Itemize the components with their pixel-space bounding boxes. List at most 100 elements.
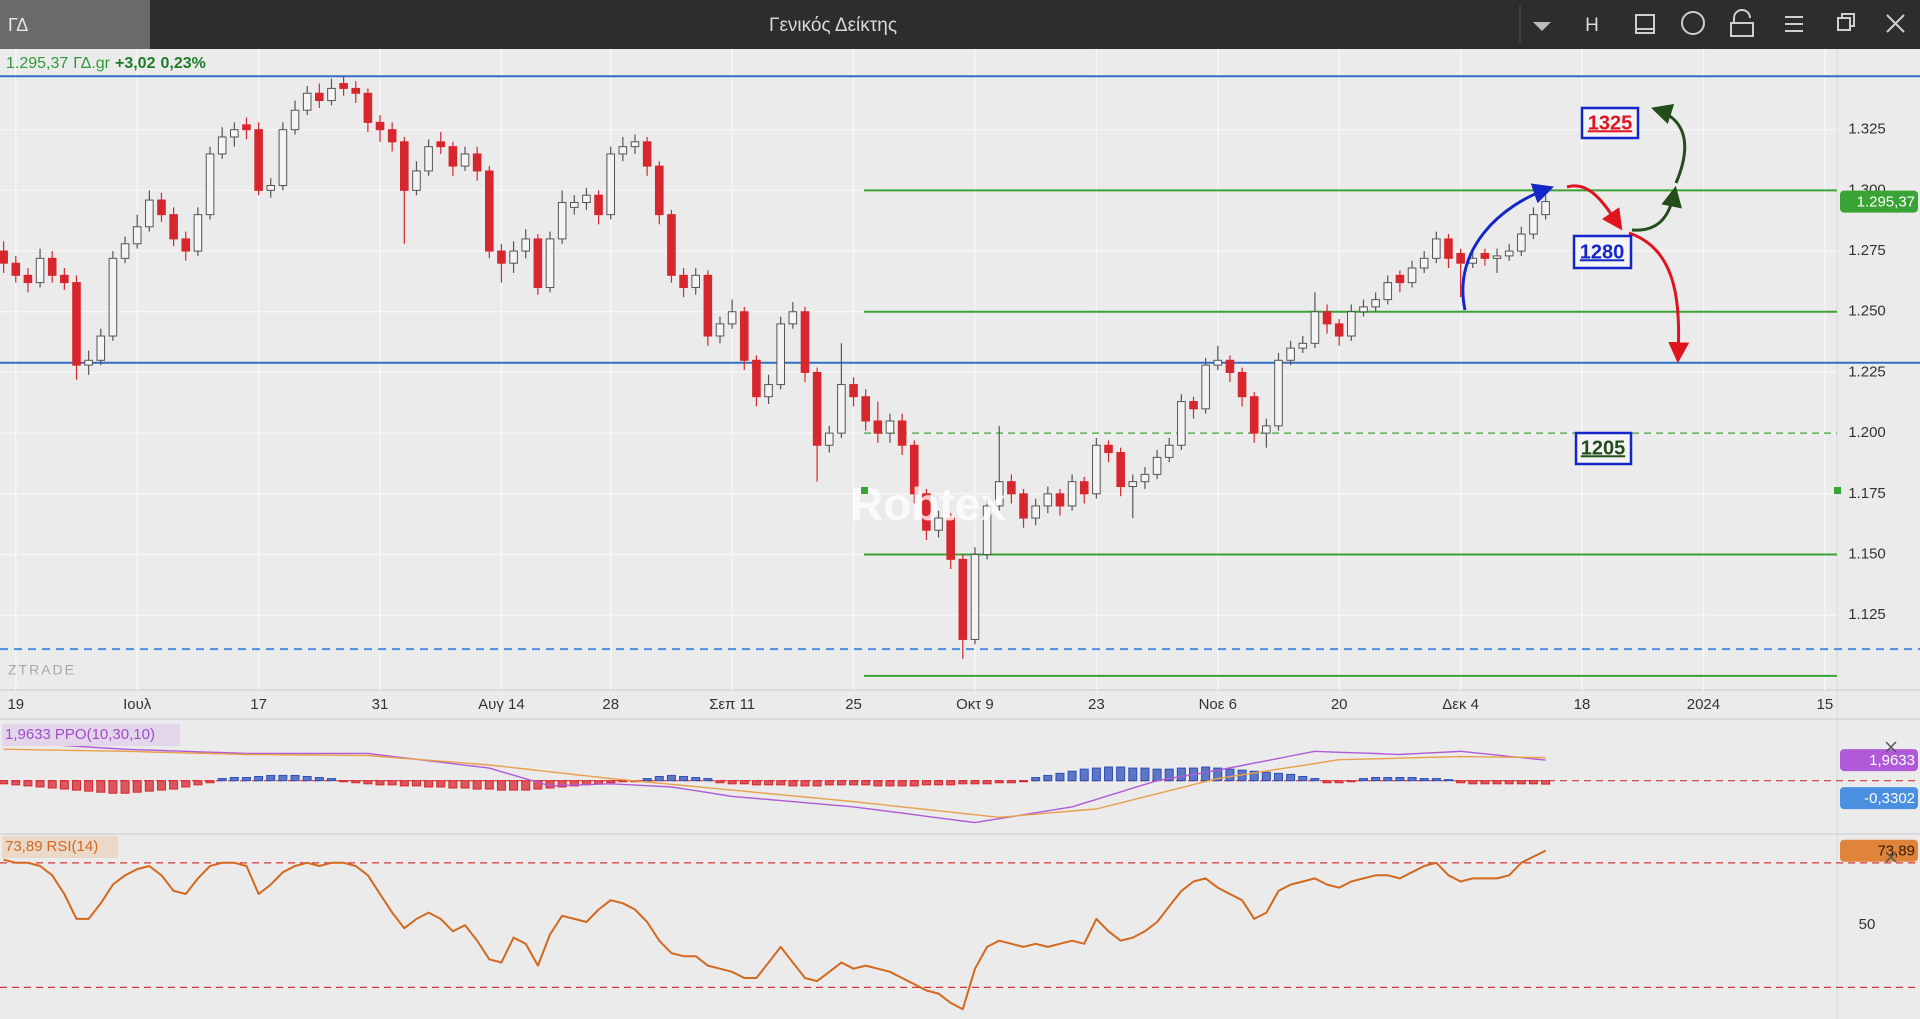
candle-body [752, 359, 761, 398]
histogram-bar [1407, 777, 1417, 782]
candle-body [667, 214, 676, 276]
histogram-bar [1273, 772, 1283, 782]
histogram-bar [351, 780, 361, 784]
candle-body [266, 185, 276, 191]
value-tag [1840, 749, 1918, 772]
histogram-bar [1431, 778, 1441, 782]
y-tick-label: 1.225 [1848, 363, 1886, 380]
histogram-bar [108, 780, 118, 794]
histogram-bar [1055, 772, 1065, 782]
close-indicator[interactable] [1885, 851, 1897, 863]
restore-icon[interactable] [1837, 13, 1855, 31]
candle-body [96, 335, 106, 361]
quote-change-pct: 0,23% [160, 55, 205, 72]
candle-body [594, 194, 603, 216]
histogram-bar [363, 780, 373, 785]
annotation-box [1572, 234, 1633, 270]
header-button[interactable]: H [1585, 15, 1599, 36]
quote-change: +3,02 [115, 55, 156, 72]
x-tick-label: 17 [250, 696, 267, 713]
value-tag-label: 1,9633 [1869, 752, 1915, 769]
histogram-bar [424, 780, 434, 788]
y-tick-label: 50 [1859, 916, 1876, 933]
histogram-bar [156, 780, 166, 791]
histogram-bar [703, 778, 713, 782]
close-icon[interactable] [1886, 14, 1905, 33]
histogram-bar [764, 780, 774, 786]
symbol-box[interactable] [0, 0, 150, 49]
x-tick-label: Αυγ 14 [478, 696, 525, 713]
candle-body [1529, 214, 1538, 235]
close-indicator[interactable] [1885, 741, 1897, 753]
histogram-bar [290, 774, 300, 782]
histogram-bar [727, 780, 737, 785]
candle-body [509, 250, 518, 264]
x-tick-label: 23 [1088, 696, 1105, 713]
y-tick-label: 1.125 [1848, 606, 1886, 623]
y-tick-label: 1.175 [1848, 485, 1886, 502]
candle-body [1492, 255, 1502, 259]
candle-body [897, 420, 907, 446]
candle-body [1359, 306, 1368, 313]
histogram-bar [1067, 770, 1077, 782]
histogram-bar [521, 780, 531, 791]
candle-body [1407, 267, 1417, 284]
candle-body [169, 214, 178, 240]
lock-icon[interactable] [1730, 9, 1754, 37]
value-tag-label: -0,3302 [1864, 790, 1915, 807]
candle-body [387, 129, 397, 143]
annotation-box [1574, 431, 1633, 466]
menu-icon[interactable] [1785, 16, 1803, 32]
histogram-bar [666, 774, 676, 782]
dropdown-icon[interactable] [1533, 22, 1551, 31]
histogram-bar [994, 780, 1004, 784]
candle-body [1019, 493, 1028, 519]
candle-body [569, 202, 579, 208]
histogram-bar [788, 780, 798, 787]
candle-body [472, 153, 482, 172]
candle-body [1152, 456, 1162, 475]
comment-icon[interactable] [1681, 11, 1705, 35]
x-tick-label: 19 [7, 696, 24, 713]
arrow [1631, 185, 1682, 232]
candle-body [327, 87, 336, 102]
candle-body [351, 87, 361, 94]
y-tick-label: 1.275 [1848, 242, 1886, 259]
histogram-bar [618, 780, 628, 783]
histogram-bar [387, 780, 397, 786]
candle-body [84, 359, 93, 366]
candle-body [1274, 359, 1283, 427]
candle-body [339, 83, 348, 89]
x-tick-label: Οκτ 9 [956, 696, 994, 713]
value-tag-label: 1.295,37 [1857, 194, 1915, 211]
candle-body [1189, 401, 1198, 410]
histogram-bar [946, 780, 956, 786]
quote-symbol: ΓΔ.gr [73, 55, 110, 72]
histogram-bar [1456, 780, 1466, 784]
candle-body [1432, 238, 1441, 259]
candle-body [1419, 257, 1429, 269]
histogram-bar [812, 780, 822, 787]
histogram-bar [594, 780, 604, 785]
candle-body [460, 153, 470, 167]
histogram-bar [1528, 780, 1538, 785]
value-tag [1840, 190, 1918, 213]
histogram-bar [96, 780, 106, 793]
histogram-bar [1128, 767, 1138, 782]
candle-body [606, 153, 616, 216]
x-tick-label: Νοε 6 [1199, 696, 1237, 713]
histogram-bar [679, 775, 689, 782]
histogram-bar [751, 780, 761, 786]
histogram-bar [569, 780, 579, 787]
histogram-bar [1019, 780, 1029, 783]
candle-body [47, 257, 57, 276]
histogram-bar [1104, 766, 1114, 782]
histogram-bar [35, 780, 45, 788]
candle-body [11, 262, 21, 276]
indicator-label: 73,89 RSI(14) [5, 838, 98, 855]
histogram-bar [1225, 768, 1235, 782]
histogram-bar [909, 780, 919, 787]
value-tag [1840, 787, 1918, 810]
panel-icon[interactable] [1635, 14, 1655, 34]
